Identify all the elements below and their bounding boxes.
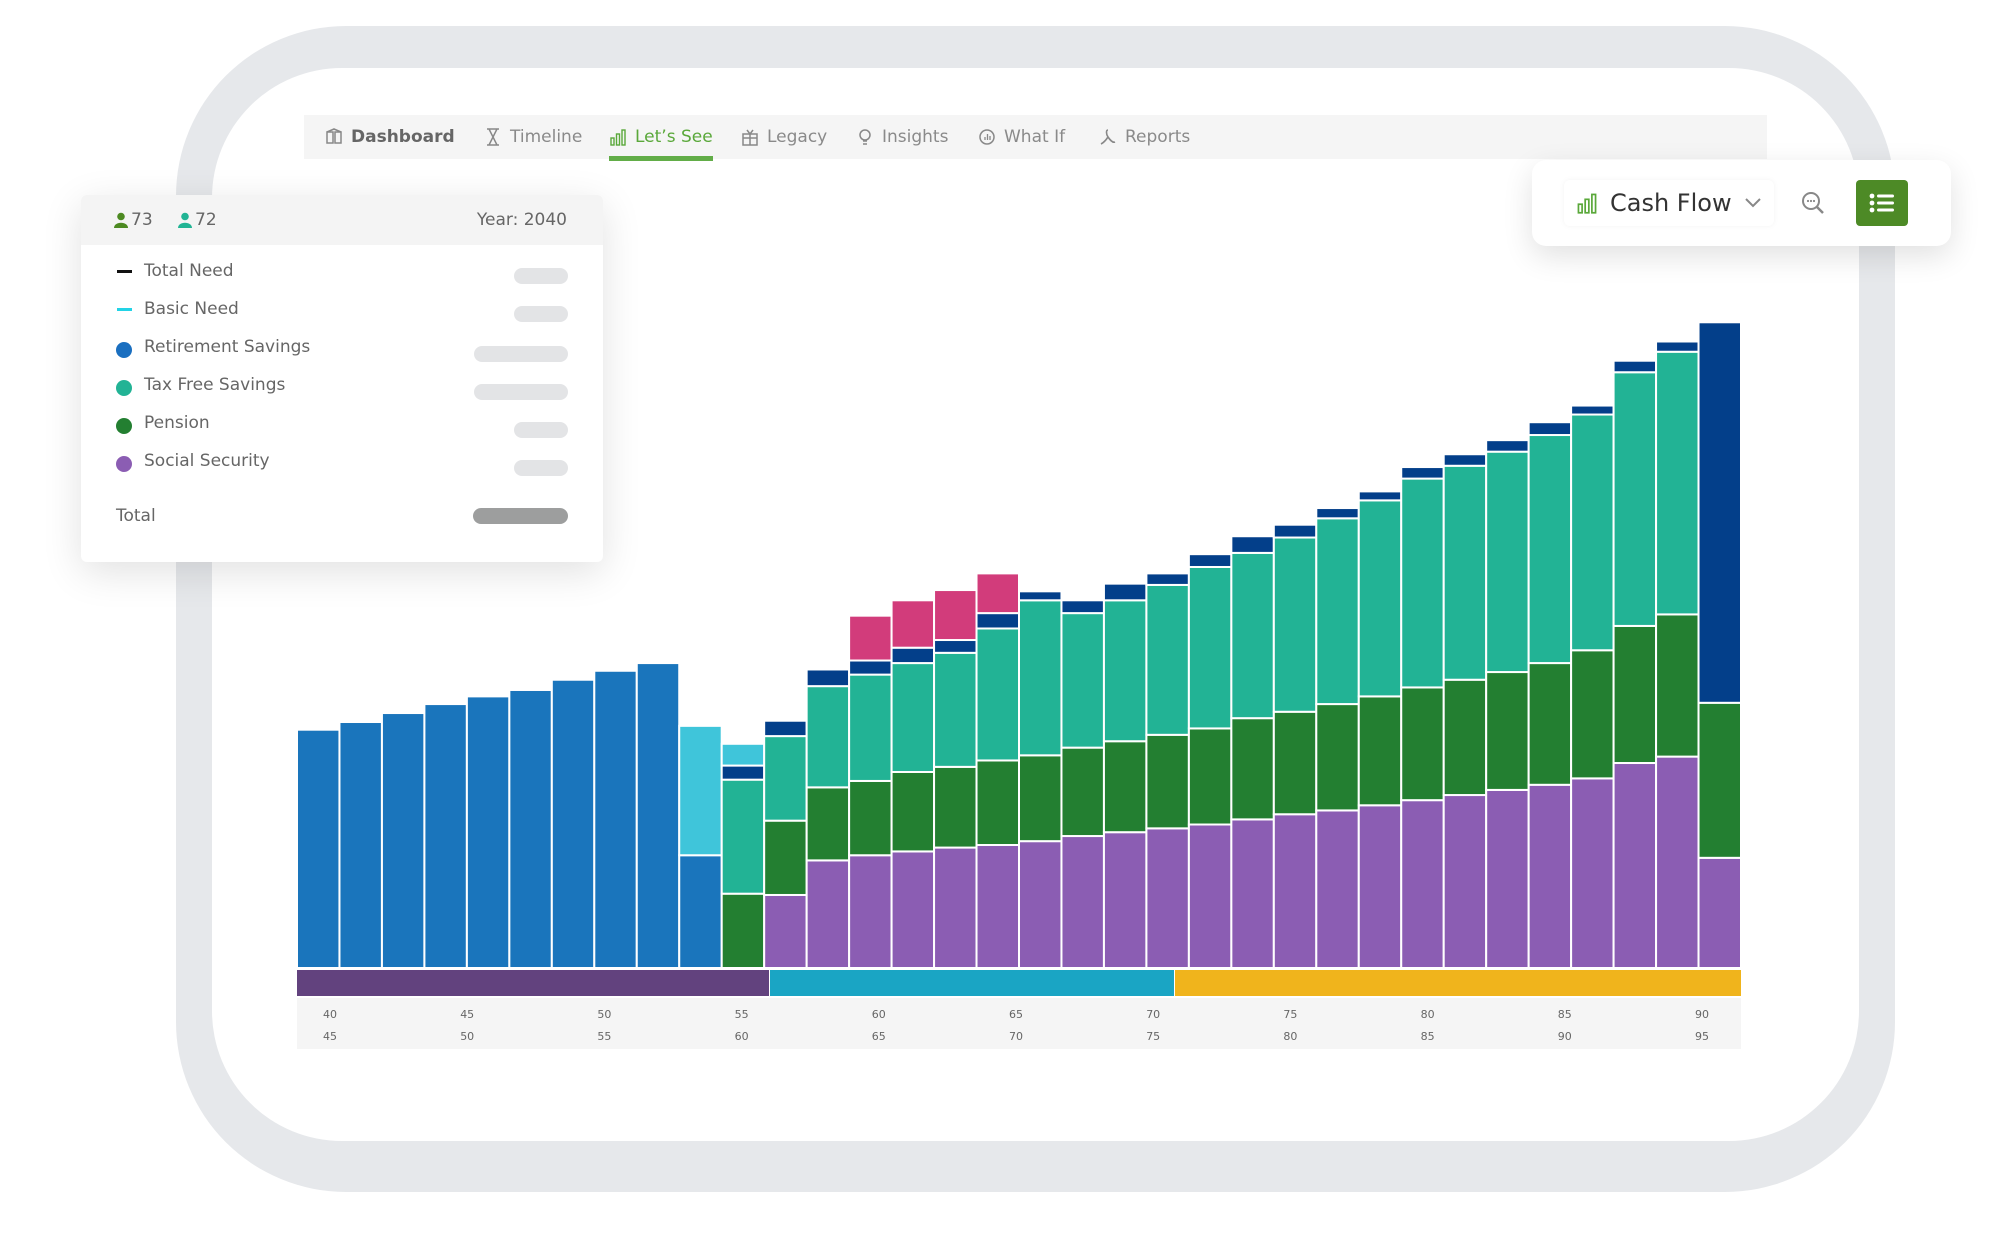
- chart-view-dropdown[interactable]: Cash Flow: [1564, 180, 1774, 226]
- person-icon: [114, 212, 128, 228]
- tab-timeline[interactable]: Timeline: [484, 115, 582, 159]
- year-label: Year: 2040: [476, 210, 567, 230]
- legend-item-label: Tax Free Savings: [144, 375, 286, 395]
- value-placeholder: [514, 422, 568, 438]
- legend-item-label: Retirement Savings: [144, 337, 311, 357]
- x-axis-age-labels: 40 45 50 55 60 65 70 75 80 85 90 45 50 55 60 65 70 75 80 85…: [297, 998, 1741, 1049]
- list-icon: [1869, 193, 1894, 213]
- tab-label: Insights: [882, 127, 949, 147]
- chart-magnifier-icon: [979, 129, 995, 145]
- total-value-placeholder: [473, 508, 568, 524]
- legend-item-label: Social Security: [144, 451, 270, 471]
- x-tick-label: 90: [1557, 1030, 1572, 1043]
- x-tick-label: 75: [1283, 1008, 1298, 1021]
- tab-legacy[interactable]: Legacy: [741, 115, 827, 159]
- bar-chart-icon: [610, 129, 626, 146]
- pdf-icon: [1100, 129, 1116, 145]
- legend-item-tax-free-savings: Tax Free Savings: [116, 370, 568, 400]
- x-tick-label: 75: [1146, 1030, 1161, 1043]
- x-tick-label: 50: [460, 1030, 475, 1043]
- main-nav: Dashboard Timeline Let’s See Legacy Insi…: [304, 115, 1767, 161]
- line-marker-icon: [116, 269, 132, 273]
- legend-header: 73 72 Year: 2040: [81, 195, 603, 245]
- tab-label: Let’s See: [635, 127, 713, 147]
- value-placeholder: [474, 384, 568, 400]
- legend-item-total-need: Total Need: [116, 256, 568, 286]
- x-tick-label: 80: [1420, 1008, 1435, 1021]
- zoom-search-button[interactable]: [1790, 180, 1836, 226]
- legend-card: 73 72 Year: 2040 Total Need Basic Need Ret…: [81, 195, 603, 562]
- tab-dashboard[interactable]: Dashboard: [325, 115, 455, 159]
- dashboard-icon: [326, 128, 342, 144]
- line-marker-icon: [116, 307, 132, 311]
- legend-item-social-security: Social Security: [116, 446, 568, 476]
- legend-item-label: Pension: [144, 413, 210, 433]
- legend-item-basic-need: Basic Need: [116, 294, 568, 324]
- x-tick-label: 80: [1283, 1030, 1298, 1043]
- dot-marker-icon: [116, 380, 132, 396]
- value-placeholder: [514, 306, 568, 322]
- legend-item-pension: Pension: [116, 408, 568, 438]
- value-placeholder: [514, 460, 568, 476]
- x-tick-label: 65: [871, 1030, 886, 1043]
- x-tick-label: 45: [460, 1008, 475, 1021]
- tab-label: Timeline: [510, 127, 583, 147]
- dot-marker-icon: [116, 342, 132, 358]
- lightbulb-icon: [859, 129, 871, 145]
- x-tick-label: 90: [1695, 1008, 1709, 1021]
- x-tick-label: 85: [1557, 1008, 1572, 1021]
- bar-chart-icon: [1577, 193, 1597, 214]
- tab-label: Legacy: [767, 127, 828, 147]
- tab-what-if[interactable]: What If: [978, 115, 1065, 159]
- x-tick-label: 55: [597, 1030, 612, 1043]
- dot-marker-icon: [116, 456, 132, 472]
- phase-band: [770, 970, 1174, 996]
- dropdown-value: Cash Flow: [1610, 189, 1732, 217]
- legend-item-label: Total Need: [144, 261, 234, 281]
- value-placeholder: [474, 346, 568, 362]
- person-1-age: 73: [113, 210, 153, 230]
- tab-label: What If: [1004, 127, 1066, 147]
- x-tick-label: 50: [597, 1008, 612, 1021]
- gift-icon: [742, 129, 758, 146]
- x-tick-label: 85: [1420, 1030, 1435, 1043]
- x-tick-label: 70: [1009, 1030, 1023, 1043]
- tab-label: Dashboard: [351, 127, 455, 147]
- legend-item-label: Basic Need: [144, 299, 239, 319]
- legend-total-row: Total: [116, 501, 568, 531]
- x-tick-label: 40: [323, 1008, 337, 1021]
- x-tick-label: 95: [1695, 1030, 1709, 1043]
- chevron-down-icon: [1744, 198, 1761, 208]
- x-tick-label: 60: [734, 1030, 749, 1043]
- total-label: Total: [116, 506, 156, 526]
- legend-item-retirement-savings: Retirement Savings: [116, 332, 568, 362]
- tab-lets-see[interactable]: Let’s See: [609, 115, 713, 161]
- chart-controls: Cash Flow: [1532, 160, 1951, 246]
- zoom-search-icon: [1802, 192, 1824, 214]
- x-tick-label: 45: [323, 1030, 337, 1043]
- person-icon: [178, 212, 192, 228]
- person-2-age: 72: [177, 210, 217, 230]
- x-tick-label: 65: [1009, 1008, 1023, 1021]
- dot-marker-icon: [116, 418, 132, 434]
- tab-label: Reports: [1125, 127, 1191, 147]
- hourglass-icon: [487, 128, 499, 146]
- tab-insights[interactable]: Insights: [856, 115, 948, 159]
- value-placeholder: [514, 268, 568, 284]
- tab-reports[interactable]: Reports: [1099, 115, 1190, 159]
- x-tick-label: 70: [1146, 1008, 1161, 1021]
- phase-band: [1174, 970, 1741, 996]
- x-tick-label: 55: [734, 1008, 749, 1021]
- legend-toggle-button[interactable]: [1856, 180, 1908, 226]
- x-tick-label: 60: [871, 1008, 886, 1021]
- phase-band: [297, 970, 770, 996]
